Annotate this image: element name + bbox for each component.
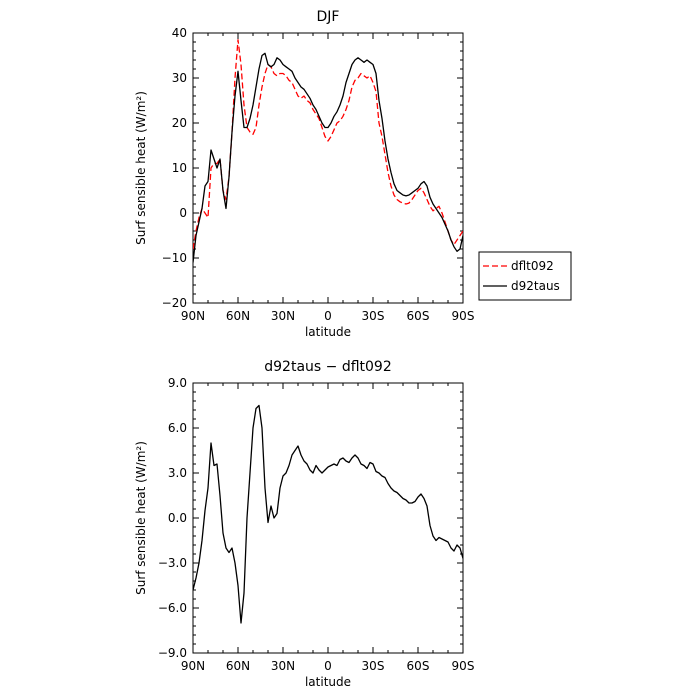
y-tick-label: 20 bbox=[172, 116, 187, 130]
x-tick-label: 30S bbox=[362, 309, 385, 323]
y-tick-label: 10 bbox=[172, 161, 187, 175]
x-tick-label: 60N bbox=[226, 309, 250, 323]
y-axis-label: Surf sensible heat (W/m²) bbox=[134, 91, 148, 245]
y-tick-label: 0.0 bbox=[168, 511, 187, 525]
series-line-d92taus bbox=[193, 52, 463, 263]
plot-frame bbox=[192, 382, 464, 654]
x-tick-label: 30N bbox=[271, 659, 295, 673]
y-tick-label: −10 bbox=[162, 251, 187, 265]
difference-panel: d92taus − dflt092 90N 60N 30N 0 30S 60S 90S 9.0 6… bbox=[134, 359, 474, 689]
x-tick-label: 30S bbox=[362, 659, 385, 673]
y-tick-label: 6.0 bbox=[168, 421, 187, 435]
x-tick-label: 0 bbox=[324, 659, 332, 673]
chart-title: d92taus − dflt092 bbox=[264, 359, 391, 375]
x-tick-label: 90N bbox=[181, 659, 205, 673]
legend-label-d92taus: d92taus bbox=[511, 279, 560, 293]
x-tick-label: 90S bbox=[452, 309, 475, 323]
y-axis-label: Surf sensible heat (W/m²) bbox=[134, 441, 148, 595]
x-tick-label: 60S bbox=[407, 309, 430, 323]
x-tick-label: 90S bbox=[452, 659, 475, 673]
y-tick-label: −9.0 bbox=[158, 646, 187, 660]
x-axis-label: latitude bbox=[305, 325, 351, 339]
y-tick-label: −3.0 bbox=[158, 556, 187, 570]
y-tick-label: −6.0 bbox=[158, 601, 187, 615]
y-tick-label: 30 bbox=[172, 71, 187, 85]
djf-panel: DJF 90N 60N 30N 0 30S 60S 90S 40 30 20 10 0 −10 −20 lat… bbox=[134, 9, 572, 339]
legend-label-dflt092: dflt092 bbox=[511, 259, 554, 273]
x-tick-label: 60N bbox=[226, 659, 250, 673]
y-tick-label: 40 bbox=[172, 26, 187, 40]
plot-frame bbox=[192, 32, 464, 304]
x-tick-label: 60S bbox=[407, 659, 430, 673]
series-line-dflt092 bbox=[193, 39, 463, 250]
y-tick-label: 9.0 bbox=[168, 376, 187, 390]
legend-box bbox=[478, 251, 572, 301]
x-tick-label: 0 bbox=[324, 309, 332, 323]
y-tick-label: 3.0 bbox=[168, 466, 187, 480]
x-tick-label: 30N bbox=[271, 309, 295, 323]
y-tick-label: 0 bbox=[179, 206, 187, 220]
x-tick-label: 90N bbox=[181, 309, 205, 323]
x-axis-label: latitude bbox=[305, 675, 351, 689]
chart-title: DJF bbox=[317, 9, 340, 25]
y-tick-label: −20 bbox=[162, 296, 187, 310]
series-line-d92taus-dflt092 bbox=[193, 404, 463, 624]
